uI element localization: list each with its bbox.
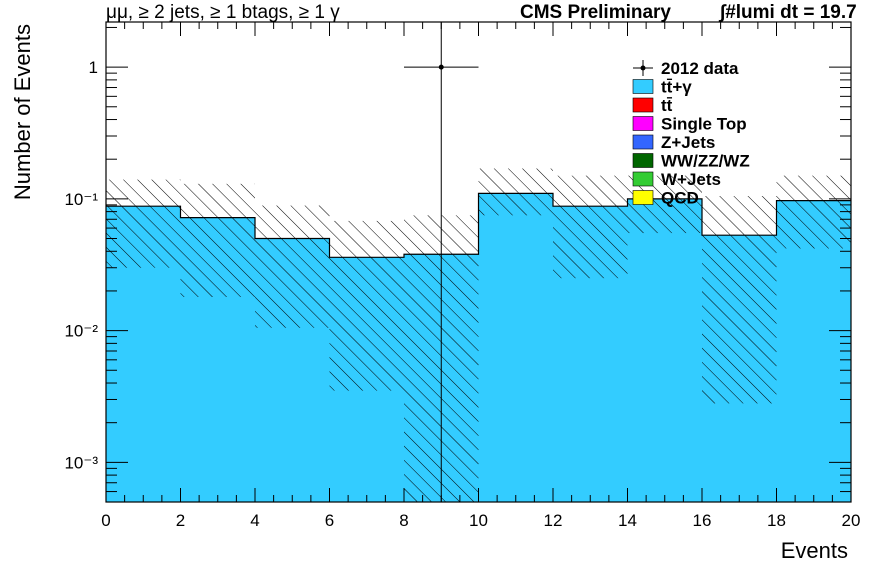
legend-label-2: Single Top xyxy=(661,115,747,134)
legend-label-4: WW/ZZ/WZ xyxy=(661,152,750,171)
x-tick-label-8: 16 xyxy=(693,511,712,530)
legend-swatch-1 xyxy=(632,97,654,113)
legend-label-1: tt̄ xyxy=(661,96,673,115)
legend-label-6: QCD xyxy=(661,189,699,208)
x-tick-label-1: 2 xyxy=(176,511,185,530)
experiment-label: CMS Preliminary xyxy=(520,2,671,23)
uncertainty-band-bin-0 xyxy=(106,179,181,268)
legend-swatch-4 xyxy=(632,153,654,168)
y-tick-label-3: 1 xyxy=(89,58,98,77)
legend-label-data: 2012 data xyxy=(661,59,739,78)
x-tick-label-0: 0 xyxy=(101,511,110,530)
y-tick-label-0: 10⁻³ xyxy=(64,453,98,472)
legend-swatch-2 xyxy=(632,116,654,131)
x-tick-label-3: 6 xyxy=(325,511,334,530)
legend-label-5: W+Jets xyxy=(661,170,721,189)
legend-swatch-0 xyxy=(632,79,654,94)
uncertainty-band-bin-6 xyxy=(553,175,628,279)
x-tick-label-2: 4 xyxy=(250,511,259,530)
x-tick-label-6: 12 xyxy=(544,511,563,530)
x-axis-label: Events xyxy=(781,538,848,563)
stack-outline xyxy=(106,192,851,258)
bar-0-bin-5 xyxy=(478,193,553,503)
x-tick-label-7: 14 xyxy=(618,511,637,530)
uncertainty-band-bin-9 xyxy=(776,175,851,249)
lumi-label: ∫#lumi dt = 19.7 xyxy=(720,2,857,23)
bar-0-bin-9 xyxy=(776,200,851,502)
uncertainty-band-bin-8 xyxy=(702,196,777,404)
uncertainty-band-bin-3 xyxy=(329,220,404,391)
x-tick-label-4: 8 xyxy=(399,511,408,530)
bar-0-bin-7 xyxy=(627,198,702,502)
y-tick-label-2: 10⁻¹ xyxy=(64,190,98,209)
legend-data-marker-dot xyxy=(640,65,646,71)
selection-caption: μμ, ≥ 2 jets, ≥ 1 btags, ≥ 1 γ xyxy=(106,2,340,23)
uncertainty-band-bin-5 xyxy=(478,168,553,216)
uncertainty-band-bin-2 xyxy=(255,205,330,328)
x-tick-label-5: 10 xyxy=(469,511,488,530)
legend-swatch-6 xyxy=(632,190,654,205)
y-tick-label-1: 10⁻² xyxy=(64,322,98,341)
x-tick-label-10: 20 xyxy=(842,511,861,530)
legend-label-0: tt̄+γ xyxy=(661,78,692,97)
legend-swatch-3 xyxy=(632,134,654,150)
uncertainty-band-bin-1 xyxy=(180,183,255,297)
data-point-0 xyxy=(438,64,444,70)
y-axis-label: Number of Events xyxy=(10,24,35,200)
legend-label-3: Z+Jets xyxy=(661,133,715,152)
x-tick-label-9: 18 xyxy=(767,511,786,530)
legend-swatch-5 xyxy=(632,171,654,187)
